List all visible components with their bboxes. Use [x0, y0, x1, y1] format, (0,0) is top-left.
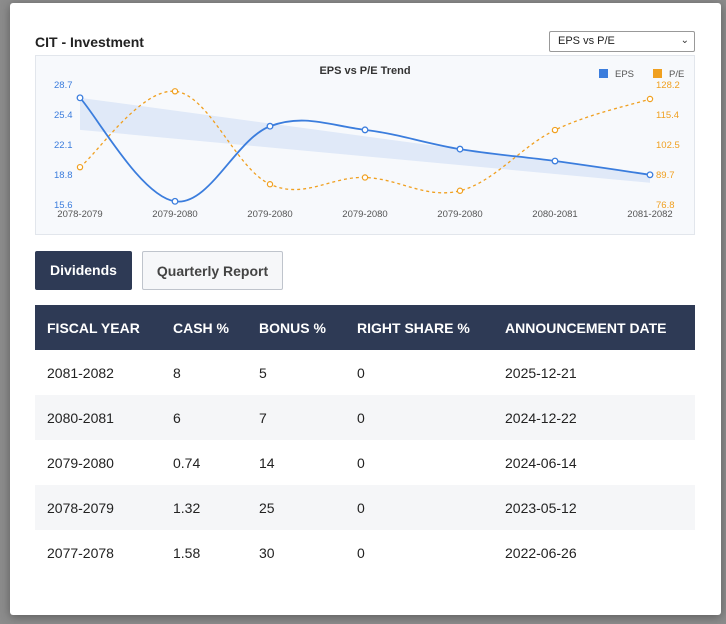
dividends-table: FISCAL YEAR CASH % BONUS % RIGHT SHARE %… — [35, 305, 695, 575]
cell-announcement-date: 2022-06-26 — [505, 544, 577, 561]
eps-pe-chart: EPS vs P/E Trend EPS P/E 28.7 25.4 22.1 18.8… — [35, 55, 695, 235]
y-right-tick-label: 89.7 — [656, 170, 675, 181]
x-tick-label: 2079-2080 — [342, 209, 387, 220]
cell-cash: 1.58 — [173, 544, 201, 561]
cell-right-share: 0 — [357, 544, 365, 561]
column-header-bonus: BONUS % — [259, 319, 326, 336]
eps-trend-band — [80, 97, 650, 183]
y-left-tick-label: 15.6 — [54, 200, 73, 211]
x-tick-label: 2079-2080 — [152, 209, 197, 220]
column-header-fiscal-year: FISCAL YEAR — [47, 319, 140, 336]
legend-swatch-pe — [653, 69, 662, 78]
cell-right-share: 0 — [357, 409, 365, 426]
chart-series — [76, 88, 654, 205]
pe-data-point — [551, 126, 559, 134]
cell-fiscal-year: 2078-2079 — [47, 499, 114, 516]
x-tick-label: 2081-2082 — [627, 209, 672, 220]
pe-data-point — [646, 95, 654, 103]
pe-data-point — [361, 174, 369, 181]
eps-data-point — [646, 171, 654, 179]
legend-swatch-eps — [599, 69, 608, 78]
column-header-cash: CASH % — [173, 319, 230, 336]
cell-right-share: 0 — [357, 364, 365, 381]
modal-title: CIT - Investment — [35, 34, 144, 50]
cell-fiscal-year: 2080-2081 — [47, 409, 114, 426]
table-row: 2080-2081 6 7 0 2024-12-22 — [35, 395, 695, 440]
chevron-down-icon: ⌄ — [680, 35, 689, 46]
y-left-tick-label: 28.7 — [54, 80, 73, 91]
x-tick-label: 2078-2079 — [57, 209, 102, 220]
cell-cash: 0.74 — [173, 454, 201, 471]
chart-type-select-value: EPS vs P/E — [558, 35, 615, 47]
pe-data-point — [456, 187, 464, 194]
cell-announcement-date: 2025-12-21 — [505, 364, 577, 381]
tab-dividends[interactable]: Dividends — [35, 251, 132, 290]
cell-bonus: 7 — [259, 409, 267, 426]
pe-data-point — [266, 181, 274, 188]
legend-label: P/E — [669, 69, 684, 80]
cell-fiscal-year: 2081-2082 — [47, 364, 114, 381]
y-left-tick-label: 22.1 — [54, 140, 73, 151]
modal-header: CIT - Investment EPS vs P/E ⌄ — [35, 31, 695, 57]
chart-title: EPS vs P/E Trend — [319, 65, 410, 77]
y-left-tick-label: 18.8 — [54, 170, 73, 181]
y-axis-left: 28.7 25.4 22.1 18.8 15.6 — [54, 80, 73, 211]
eps-data-point — [266, 122, 274, 130]
cell-fiscal-year: 2077-2078 — [47, 544, 114, 561]
table-header-row: FISCAL YEAR CASH % BONUS % RIGHT SHARE %… — [35, 305, 695, 350]
y-right-tick-label: 102.5 — [656, 140, 680, 151]
column-header-announcement-date: ANNOUNCEMENT DATE — [505, 319, 667, 336]
legend-label: EPS — [615, 69, 634, 80]
table-row: 2078-2079 1.32 25 0 2023-05-12 — [35, 485, 695, 530]
y-right-tick-label: 128.2 — [656, 80, 680, 91]
cell-right-share: 0 — [357, 454, 365, 471]
eps-data-point — [456, 145, 464, 153]
cell-cash: 1.32 — [173, 499, 201, 516]
cell-announcement-date: 2023-05-12 — [505, 499, 577, 516]
cell-bonus: 5 — [259, 364, 267, 381]
table-row: 2081-2082 8 5 0 2025-12-21 — [35, 350, 695, 395]
table-row: 2079-2080 0.74 14 0 2024-06-14 — [35, 440, 695, 485]
cell-bonus: 30 — [259, 544, 275, 561]
y-left-tick-label: 25.4 — [54, 110, 73, 121]
eps-data-point — [171, 197, 179, 205]
cell-announcement-date: 2024-06-14 — [505, 454, 577, 471]
x-axis: 2078-2079 2079-2080 2079-2080 2079-2080 2079… — [57, 209, 672, 220]
cell-cash: 8 — [173, 364, 181, 381]
cell-cash: 6 — [173, 409, 181, 426]
column-header-right-share: RIGHT SHARE % — [357, 319, 470, 336]
eps-data-point — [361, 126, 369, 134]
cell-right-share: 0 — [357, 499, 365, 516]
eps-data-point — [76, 94, 84, 102]
tab-quarterly-report[interactable]: Quarterly Report — [142, 251, 283, 290]
x-tick-label: 2079-2080 — [247, 209, 292, 220]
cell-bonus: 25 — [259, 499, 275, 516]
cell-fiscal-year: 2079-2080 — [47, 454, 114, 471]
pe-data-point — [171, 88, 179, 95]
cell-announcement-date: 2024-12-22 — [505, 409, 577, 426]
investment-modal: CIT - Investment EPS vs P/E ⌄ EPS vs P/E… — [10, 3, 721, 615]
chart-legend: EPS P/E — [599, 69, 684, 80]
x-tick-label: 2079-2080 — [437, 209, 482, 220]
table-row: 2077-2078 1.58 30 0 2022-06-26 — [35, 530, 695, 575]
chart-type-select[interactable]: EPS vs P/E ⌄ — [549, 31, 695, 52]
y-right-tick-label: 76.8 — [656, 200, 675, 211]
cell-bonus: 14 — [259, 454, 275, 471]
chart-canvas: EPS vs P/E Trend EPS P/E 28.7 25.4 22.1 18.8… — [54, 65, 684, 220]
pe-data-point — [76, 163, 84, 171]
y-right-tick-label: 115.4 — [656, 110, 679, 121]
eps-data-point — [551, 157, 559, 165]
x-tick-label: 2080-2081 — [532, 209, 577, 220]
y-axis-right: 128.2 115.4 102.5 89.7 76.8 — [656, 80, 680, 211]
